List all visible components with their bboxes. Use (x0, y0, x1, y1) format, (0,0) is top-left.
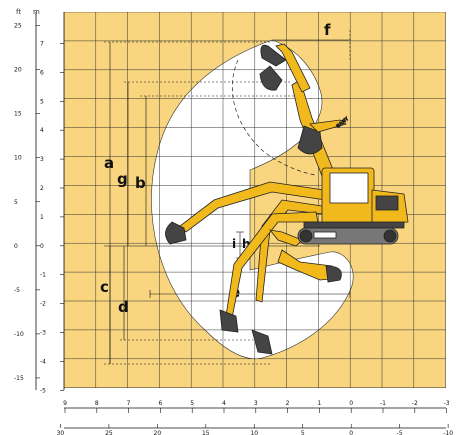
x-axis-ft-labels: 30 25 20 15 10 5 0 -5 -10 (57, 430, 454, 435)
x-tick-label-m: 2 (286, 400, 290, 407)
tail-swing-arc (232, 59, 316, 176)
cab-window (329, 172, 369, 204)
engine-grille (375, 195, 399, 211)
y-tick-label-m: 1 (40, 214, 44, 221)
excavator-body (297, 167, 409, 245)
y-tick-label-ft: 25 (14, 23, 22, 30)
dim-label-g: g (117, 170, 128, 188)
y-tick-label-ft: -5 (14, 287, 20, 294)
x-tick-label-m: 8 (95, 400, 99, 407)
y-tick-label-m: 0 (40, 243, 44, 250)
x-tick-label-m: -1 (380, 400, 386, 407)
axes-frame (35, 12, 446, 429)
y-axis-m-labels: 7 6 5 4 3 2 1 0 -1 -2 -3 -4 -5 (40, 41, 46, 395)
track-frame (297, 227, 399, 245)
dim-label-h: h (242, 237, 251, 251)
x-tick-label-ft: 15 (202, 430, 210, 435)
bucket-upper (260, 44, 287, 67)
bucket-mid-upper (297, 125, 323, 155)
boom-max-reach (165, 181, 327, 245)
y-tick-label-ft: -15 (14, 375, 24, 382)
bucket-reach (165, 221, 187, 245)
y-tick-label-m: 3 (40, 156, 44, 163)
x-tick-label-ft: 10 (250, 430, 258, 435)
y-tick-label-m: 5 (40, 98, 44, 105)
dimension-lines (104, 30, 351, 365)
unit-m-label: m (33, 8, 40, 16)
y-tick-label-m: -1 (40, 272, 46, 279)
track-sprocket-rear (383, 229, 397, 243)
boom-max-height: SANY (259, 43, 351, 177)
x-tick-label-ft: 20 (154, 430, 162, 435)
x-tick-label-m: -2 (412, 400, 418, 407)
bucket-depth-1 (251, 329, 273, 355)
axis-ticks (36, 25, 449, 428)
y-tick-label-m: -3 (40, 330, 46, 337)
x-tick-label-m: 9 (63, 400, 67, 407)
track-badge (313, 231, 337, 239)
track-idler-front (299, 229, 313, 243)
x-tick-label-m: 7 (127, 400, 131, 407)
y-tick-label-ft: 5 (14, 199, 18, 206)
bucket-upper-curl (259, 65, 283, 91)
x-tick-label-ft: -10 (443, 430, 453, 435)
stick-depth-joint (269, 229, 303, 247)
upper-frame (303, 221, 405, 229)
x-tick-label-m: -3 (444, 400, 450, 407)
y-tick-label-ft: 15 (14, 111, 22, 118)
stick-arm-upper (275, 43, 311, 93)
unit-ft-label: ft (16, 8, 21, 16)
x-tick-label-m: 4 (222, 400, 226, 407)
y-tick-label-ft: 20 (14, 67, 22, 74)
x-tick-label-ft: 5 (301, 430, 305, 435)
y-tick-label-m: -5 (40, 387, 46, 394)
x-tick-label-m: 5 (190, 400, 194, 407)
x-tick-label-ft: 0 (349, 430, 353, 435)
x-tick-label-m: 0 (349, 400, 353, 407)
x-tick-label-m: 3 (254, 400, 258, 407)
bucket-depth-2 (219, 309, 239, 333)
boom-cylinder-upper (309, 119, 347, 133)
x-tick-label-ft: 25 (105, 430, 113, 435)
y-tick-label-ft: -10 (14, 331, 24, 338)
bucket-curl-right (325, 265, 342, 283)
boom-arm-reach (179, 181, 327, 233)
dim-label-f: f (324, 21, 331, 39)
dim-label-a: a (104, 154, 114, 172)
y-tick-label-m: 7 (40, 41, 44, 48)
y-axis-ft-labels: 25 20 15 10 5 0 -5 -10 -15 (14, 23, 24, 382)
dim-label-i: i (232, 237, 236, 251)
x-tick-label-m: 6 (158, 400, 162, 407)
dim-label-d: d (118, 298, 129, 316)
y-tick-label-m: -4 (40, 358, 46, 365)
x-tick-label-m: 1 (317, 400, 321, 407)
dim-label-c: c (100, 278, 109, 296)
x-axis-m-labels: 9 8 7 6 5 4 3 2 1 0 -1 -2 -3 (63, 400, 450, 407)
y-tick-label-m: 6 (40, 69, 44, 76)
y-tick-label-ft: 0 (14, 243, 18, 250)
x-tick-label-ft: 30 (57, 430, 65, 435)
y-tick-label-m: 4 (40, 127, 44, 134)
x-tick-label-ft: -5 (397, 430, 403, 435)
y-tick-label-ft: 10 (14, 155, 22, 162)
dim-label-b: b (135, 174, 146, 192)
y-tick-label-m: -2 (40, 301, 46, 308)
y-tick-label-m: 2 (40, 185, 44, 192)
boom-max-depth (219, 199, 342, 355)
